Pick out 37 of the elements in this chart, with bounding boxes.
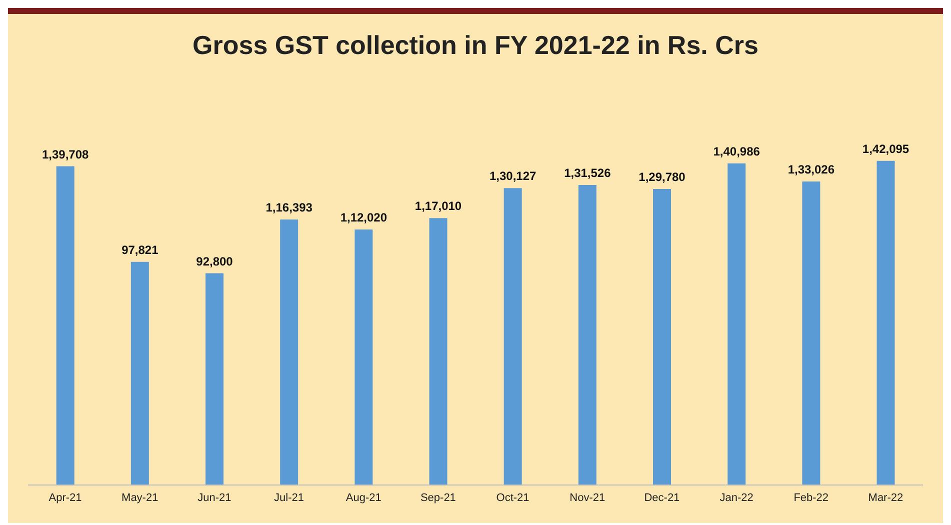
bar	[130, 262, 149, 485]
data-label: 1,29,780	[638, 170, 686, 184]
data-label: 1,12,020	[340, 210, 388, 224]
x-tick-label: Feb-22	[794, 492, 829, 504]
data-label: 1,33,026	[788, 162, 835, 177]
bar	[504, 188, 522, 485]
data-label: 1,40,986	[713, 144, 760, 158]
data-label: 1,17,010	[414, 199, 462, 214]
chart-title: Gross GST collection in FY 2021-22 in Rs. Crs	[192, 29, 760, 62]
data-label: 1,30,127	[489, 169, 537, 184]
data-label: 92,800	[196, 254, 234, 268]
bar	[429, 218, 448, 485]
bar	[802, 182, 820, 485]
x-tick-label: Jul-21	[274, 492, 304, 504]
data-label: 97,821	[122, 242, 159, 257]
x-tick-label: Dec-21	[644, 492, 680, 504]
x-tick-label: May-21	[122, 492, 158, 504]
bar	[354, 229, 373, 485]
data-label: 1,16,393	[266, 200, 313, 214]
x-tick-label: Aug-21	[346, 492, 382, 504]
data-label: 1,39,708	[42, 147, 90, 162]
bar	[653, 188, 672, 485]
bar	[206, 273, 224, 485]
bar	[56, 166, 74, 485]
data-label: 1,31,526	[564, 166, 612, 180]
bar	[728, 163, 746, 485]
x-tick-label: Nov-21	[570, 492, 606, 504]
x-tick-label: Jun-21	[198, 492, 232, 504]
x-tick-label: Mar-22	[868, 492, 904, 504]
x-tick-label: Oct-21	[496, 492, 530, 504]
x-tick-label: Apr-21	[48, 492, 82, 504]
bar	[280, 219, 298, 485]
bar	[578, 184, 596, 485]
x-tick-label: Jan-22	[720, 492, 754, 504]
data-label: 1,42,095	[862, 142, 910, 156]
bar	[876, 160, 895, 485]
x-tick-label: Sep-21	[420, 492, 456, 504]
